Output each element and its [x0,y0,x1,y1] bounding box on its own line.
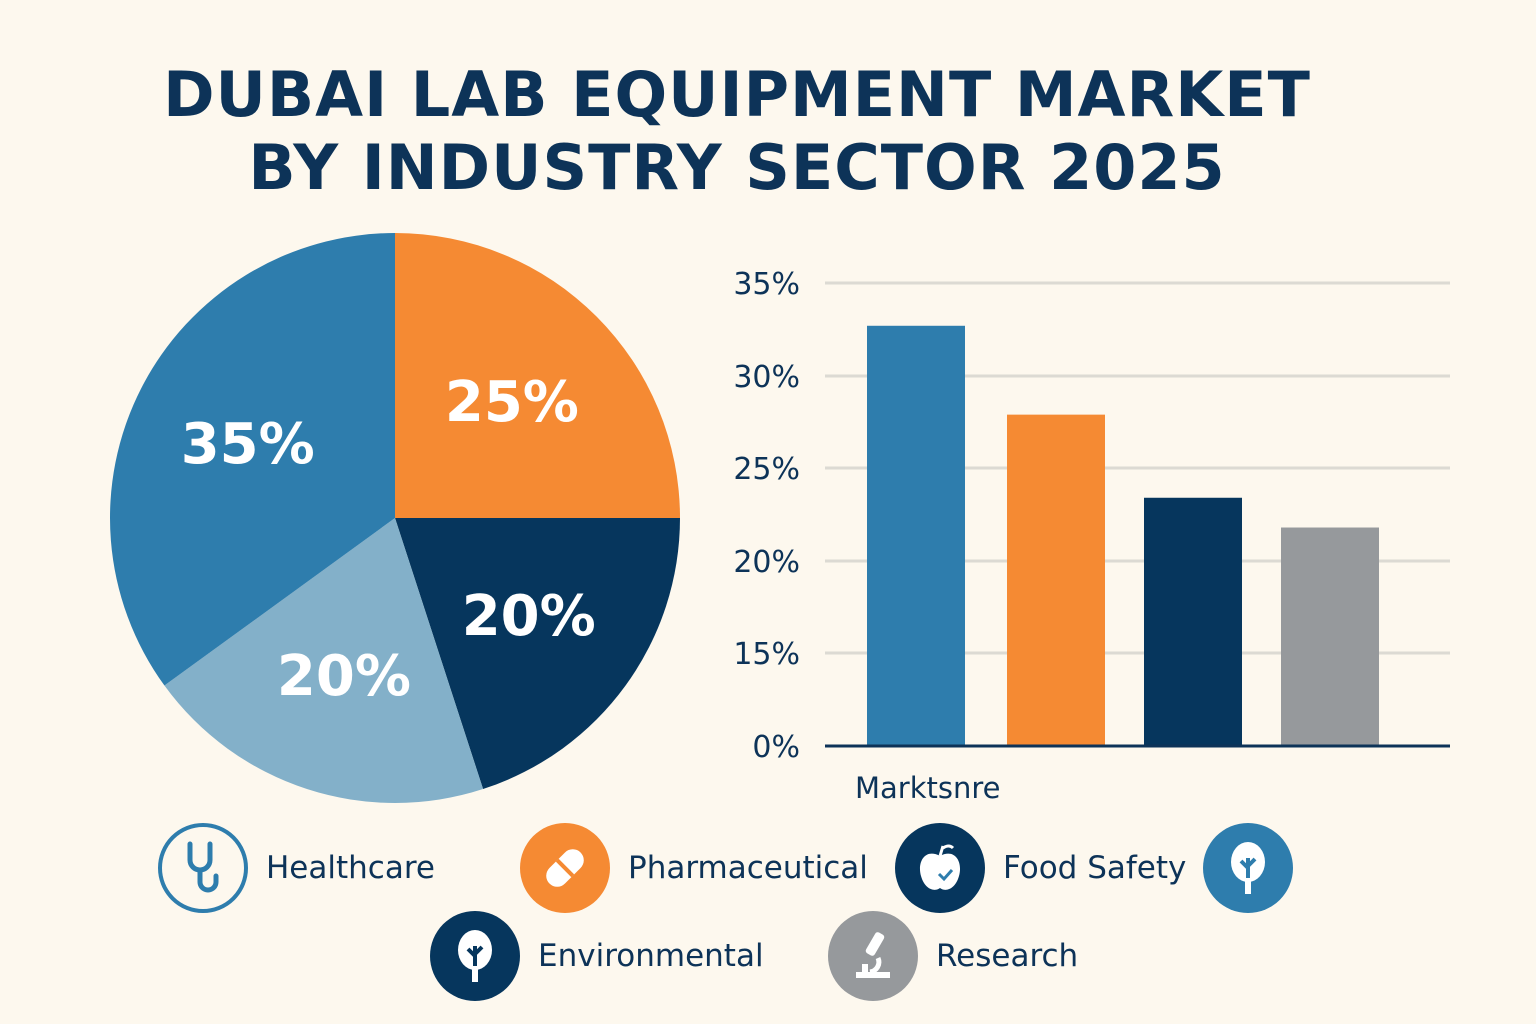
x-axis-label: Marktsnre [855,771,1001,805]
y-tick-label: 20% [733,545,800,580]
bar [1281,527,1379,746]
title-line-1: DUBAI LAB EQUIPMENT MARKET [163,58,1311,131]
legend-item-research: Research [828,911,1078,1001]
pie-chart: 25% 20% 20% 35% [109,233,680,804]
pie-slice [109,233,395,686]
stethoscope-icon [158,823,248,913]
pie-slice-label: 35% [181,412,315,477]
bar [867,325,965,746]
pie-slice-label: 20% [277,644,411,709]
bar-chart: 0% 15% 20% 25% 30% 35% Marktsnre [733,267,1450,805]
legend-item-pharmaceutical: Pharmaceutical [520,823,868,913]
bar [1144,497,1242,746]
legend-item-environmental: Environmental [430,911,764,1001]
legend-label: Healthcare [266,850,435,886]
tree-icon [430,911,520,1001]
legend-item-food-safety: Food Safety [895,823,1186,913]
pie-slice [164,518,484,804]
pie-slice [395,233,680,518]
legend-label: Food Safety [1003,850,1187,886]
y-tick-label: 35% [733,267,800,302]
bar [1007,414,1105,746]
legend-label: Environmental [538,938,764,974]
legend-item-unlabeled [1203,823,1311,913]
pie-slice-label: 20% [462,584,596,649]
pie-slice-label: 25% [445,370,579,435]
pill-icon [520,823,610,913]
tree-icon [1203,823,1293,913]
legend-label: Research [936,938,1079,974]
y-tick-label: 15% [733,637,800,672]
y-tick-label: 30% [733,360,800,395]
pie-slice [395,518,680,790]
microscope-icon [828,911,918,1001]
legend-label: Pharmaceutical [628,850,868,886]
legend-item-healthcare: Healthcare [158,823,435,913]
title-line-2: BY INDUSTRY SECTOR 2025 [248,131,1226,204]
y-tick-label: 25% [733,452,800,487]
y-tick-label: 0% [752,730,800,765]
apple-icon [895,823,985,913]
